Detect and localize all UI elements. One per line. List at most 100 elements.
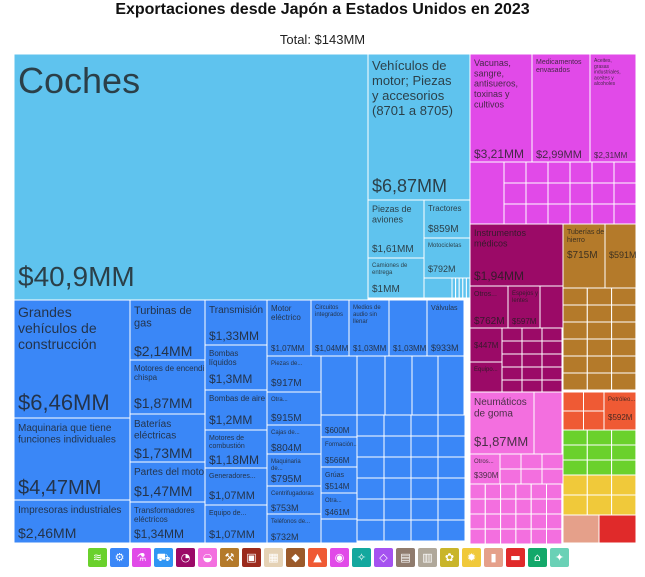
small-tile[interactable]: [500, 513, 517, 530]
small-tile[interactable]: [613, 161, 637, 184]
small-tile[interactable]: [562, 355, 588, 374]
tile-5[interactable]: [367, 257, 425, 299]
small-tile[interactable]: [410, 498, 439, 521]
small-tile[interactable]: [562, 459, 588, 476]
small-tile[interactable]: [541, 340, 563, 355]
tile-34[interactable]: [320, 492, 358, 520]
small-tile[interactable]: [500, 528, 517, 545]
small-tile[interactable]: [484, 498, 502, 515]
small-tile[interactable]: [562, 474, 588, 496]
small-tile[interactable]: [569, 161, 593, 184]
small-tile[interactable]: [562, 304, 588, 323]
small-tile[interactable]: [503, 203, 527, 226]
small-tile[interactable]: [499, 468, 522, 485]
small-tile[interactable]: [521, 340, 543, 355]
small-tile[interactable]: [562, 444, 588, 461]
small-tile[interactable]: [611, 474, 637, 496]
small-tile[interactable]: [562, 287, 588, 306]
small-tile[interactable]: [469, 483, 486, 500]
small-tile[interactable]: [501, 366, 523, 381]
tile-0[interactable]: [13, 53, 369, 301]
quimicos-icon[interactable]: ⚗: [132, 548, 151, 567]
transporte-icon[interactable]: ⛟: [154, 548, 173, 567]
small-tile[interactable]: [546, 483, 563, 500]
small-tile[interactable]: [521, 327, 543, 342]
small-tile[interactable]: [500, 483, 517, 500]
small-tile[interactable]: [586, 459, 613, 476]
small-tile[interactable]: [521, 353, 543, 368]
small-tile[interactable]: [515, 483, 532, 500]
small-tile[interactable]: [521, 379, 543, 394]
small-tile[interactable]: [469, 528, 486, 545]
plasticos-icon[interactable]: ◒: [198, 548, 217, 567]
small-tile[interactable]: [562, 514, 600, 544]
tile-32[interactable]: [320, 436, 358, 468]
small-tile[interactable]: [546, 528, 563, 545]
small-tile[interactable]: [462, 277, 467, 299]
small-tile[interactable]: [583, 410, 605, 431]
textil-ropa-icon[interactable]: ✧: [352, 548, 371, 567]
small-tile[interactable]: [437, 477, 466, 500]
small-tile[interactable]: [562, 410, 584, 431]
tile-17[interactable]: [204, 429, 268, 469]
small-tile[interactable]: [586, 304, 613, 323]
small-tile[interactable]: [383, 435, 412, 458]
small-tile[interactable]: [586, 494, 613, 516]
textiles-icon[interactable]: ≋: [88, 548, 107, 567]
tile-16[interactable]: [204, 389, 268, 431]
small-tile[interactable]: [562, 321, 588, 340]
small-tile[interactable]: [484, 528, 502, 545]
small-tile[interactable]: [562, 372, 588, 391]
tile-12[interactable]: [129, 461, 206, 503]
muebles-icon[interactable]: ▤: [396, 548, 415, 567]
small-tile[interactable]: [356, 355, 386, 416]
small-tile[interactable]: [562, 338, 588, 357]
small-tile[interactable]: [547, 161, 571, 184]
small-tile[interactable]: [611, 338, 637, 357]
small-tile[interactable]: [356, 477, 385, 500]
small-tile[interactable]: [484, 483, 502, 500]
small-tile[interactable]: [586, 429, 613, 446]
small-tile[interactable]: [530, 483, 548, 500]
small-tile[interactable]: [586, 355, 613, 374]
small-tile[interactable]: [525, 161, 549, 184]
small-tile[interactable]: [611, 494, 637, 516]
small-tile[interactable]: [530, 513, 548, 530]
tile-8[interactable]: [13, 499, 131, 544]
bebidas-icon[interactable]: ▮: [484, 548, 503, 567]
piedras-icon[interactable]: ▣: [242, 548, 261, 567]
tile-45[interactable]: [604, 223, 637, 289]
small-tile[interactable]: [530, 528, 548, 545]
small-tile[interactable]: [533, 391, 563, 455]
tile-26[interactable]: [266, 391, 322, 426]
small-tile[interactable]: [541, 366, 563, 381]
small-tile[interactable]: [515, 498, 532, 515]
small-tile[interactable]: [437, 414, 466, 437]
tile-3[interactable]: [423, 199, 471, 239]
small-tile[interactable]: [384, 355, 413, 416]
small-tile[interactable]: [499, 453, 522, 470]
small-tile[interactable]: [451, 277, 457, 299]
joyas-icon[interactable]: ◇: [374, 548, 393, 567]
small-tile[interactable]: [541, 453, 564, 470]
tile-7[interactable]: [13, 417, 131, 501]
small-tile[interactable]: [484, 513, 502, 530]
tile-30[interactable]: [266, 513, 322, 544]
small-tile[interactable]: [562, 391, 584, 412]
small-tile[interactable]: [613, 182, 637, 205]
small-tile[interactable]: [503, 182, 527, 205]
papel-icon[interactable]: ▦: [264, 548, 283, 567]
minerales-icon[interactable]: ▲: [308, 548, 327, 567]
tile-21[interactable]: [310, 299, 350, 357]
small-tile[interactable]: [320, 518, 358, 544]
otros-icon[interactable]: ✦: [550, 548, 569, 567]
small-tile[interactable]: [546, 513, 563, 530]
small-tile[interactable]: [521, 366, 543, 381]
small-tile[interactable]: [437, 456, 466, 479]
tile-22[interactable]: [348, 299, 390, 357]
small-tile[interactable]: [539, 285, 564, 329]
small-tile[interactable]: [562, 494, 588, 516]
small-tile[interactable]: [411, 355, 439, 416]
small-tile[interactable]: [469, 498, 486, 515]
small-tile[interactable]: [591, 161, 615, 184]
